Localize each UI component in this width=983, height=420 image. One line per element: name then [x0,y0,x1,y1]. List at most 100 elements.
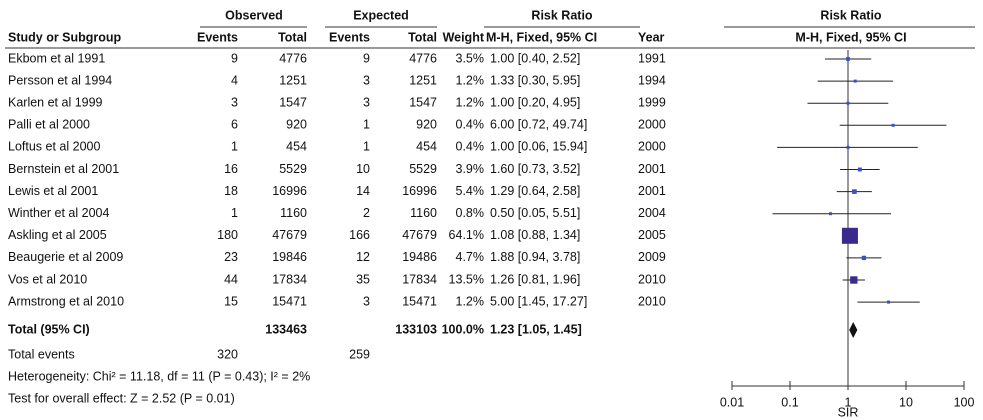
cell: 0.4% [456,118,485,132]
cell: 133463 [265,322,307,336]
cell: 1251 [279,73,307,87]
weight-box [852,189,857,194]
cell: 133103 [395,322,437,336]
cell: 1.2% [456,95,485,109]
cell: 1547 [409,95,437,109]
cell: 2010 [638,294,666,308]
cell: 180 [217,228,238,242]
cell: 2005 [638,228,666,242]
x-tick-label: 1 [845,395,852,409]
cell: 920 [286,118,307,132]
weight-box [891,123,895,127]
study-name: Ekbom et al 1991 [8,51,105,65]
cell: 0.4% [456,140,485,154]
cell: 4.7% [456,250,485,264]
cell: 1 [231,140,238,154]
cell: 166 [349,228,370,242]
cell: 2001 [638,184,666,198]
cell: 12 [356,250,370,264]
cell: 1160 [410,206,437,220]
study-name: Bernstein et al 2001 [8,162,119,176]
study-name: Askling et al 2005 [8,228,107,242]
cell: 0.50 [0.05, 5.51] [490,206,580,220]
cell: 15471 [402,294,437,308]
header: Events [197,30,238,44]
weight-box [887,300,891,304]
cell: 6.00 [0.72, 49.74] [490,118,587,132]
cell: 44 [224,272,238,286]
cell: 259 [349,347,370,361]
header: Year [638,30,665,44]
cell: 2009 [638,250,666,264]
footnote: Heterogeneity: Chi² = 11.18, df = 11 (P … [8,369,310,383]
cell: 2000 [638,140,666,154]
header: Weight [443,30,485,44]
cell: 1.23 [1.05, 1.45] [490,322,582,336]
cell: 1.00 [0.06, 15.94] [490,140,587,154]
weight-box [850,276,858,284]
cell: 1.26 [0.81, 1.96] [490,272,580,286]
cell: 1.2% [456,73,485,87]
study-name: Vos et al 2010 [8,272,87,286]
x-tick-label: 0.1 [781,395,798,409]
study-name: Persson et al 1994 [8,73,112,87]
cell: 2001 [638,162,666,176]
cell: 9 [363,51,370,65]
footnote: Test for overall effect: Z = 2.52 (P = 0… [8,391,235,405]
study-name: Karlen et al 1999 [8,95,103,109]
cell: 3 [231,95,238,109]
cell: 454 [416,140,437,154]
header: Observed [225,8,283,22]
cell: 5.00 [1.45, 17.27] [490,294,587,308]
cell: 17834 [272,272,307,286]
cell: 14 [356,184,370,198]
cell: 2000 [638,118,666,132]
weight-box [846,57,850,61]
weight-box [861,255,867,261]
header: Expected [353,8,409,22]
cell: 920 [416,118,437,132]
weight-box [841,227,858,244]
cell: 454 [286,140,307,154]
header: Study or Subgroup [8,30,122,44]
cell: 2 [363,206,370,220]
cell: 1.00 [0.40, 2.52] [490,51,580,65]
cell: 1991 [638,51,666,65]
cell: 1 [363,140,370,154]
cell: 4776 [409,51,437,65]
weight-box [857,167,862,172]
cell: 19486 [402,250,437,264]
cell: 3.9% [456,162,485,176]
cell: 15471 [272,294,307,308]
x-axis-label: SIR [838,405,859,419]
header: Total [278,30,307,44]
cell: 9 [231,51,238,65]
summary-diamond [849,322,858,338]
cell: 23 [224,250,238,264]
cell: 2010 [638,272,666,286]
cell: 1.33 [0.30, 5.95] [490,73,580,87]
weight-box [846,145,850,149]
cell: 15 [224,294,238,308]
cell: 2004 [638,206,666,220]
header: Total [408,30,437,44]
cell: 1.88 [0.94, 3.78] [490,250,580,264]
study-name: Winther et al 2004 [8,206,109,220]
weight-box [853,79,857,83]
cell: 1.60 [0.73, 3.52] [490,162,580,176]
cell: 5.4% [456,184,485,198]
cell: 3 [363,294,370,308]
x-tick-label: 100 [954,395,975,409]
study-name: Palli et al 2000 [8,118,90,132]
cell: 4 [231,73,238,87]
cell: 1.2% [456,294,485,308]
row-label: Total events [8,347,75,361]
cell: 16996 [272,184,307,198]
cell: 1.29 [0.64, 2.58] [490,184,580,198]
cell: 1.00 [0.20, 4.95] [490,95,580,109]
cell: 5529 [409,162,437,176]
cell: 100.0% [442,322,484,336]
cell: 3 [363,95,370,109]
cell: 16996 [402,184,437,198]
cell: 19846 [272,250,307,264]
